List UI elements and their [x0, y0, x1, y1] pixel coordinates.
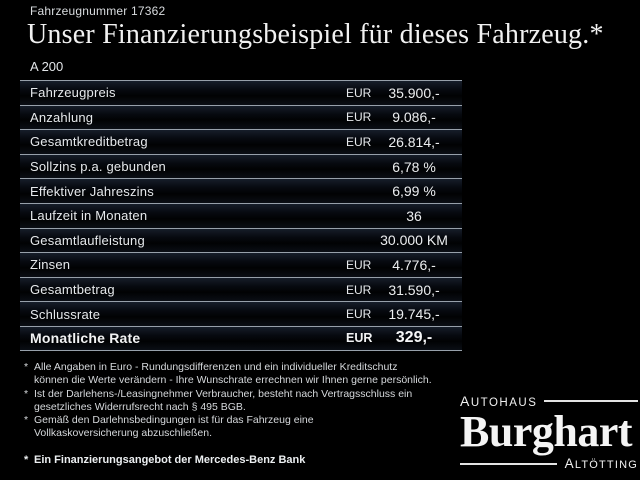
table-row-monatliche-rate: Monatliche Rate EUR 329,-: [20, 325, 462, 351]
footnote-line: können die Werte verändern - Ihre Wunsch…: [34, 374, 432, 387]
table-row-laufzeit: Laufzeit in Monaten 36: [20, 202, 462, 228]
row-value: 6,78 %: [392, 158, 436, 175]
table-row-anzahlung: Anzahlung EUR 9.086,-: [20, 104, 462, 130]
row-value: 36: [406, 207, 422, 224]
table-row-gesamtkreditbetrag: Gesamtkreditbetrag EUR 26.814,-: [20, 129, 462, 154]
logo-top-row: AUTOHAUS: [460, 393, 638, 409]
footnotes-block: * Alle Angaben in Euro - Rundungsdiffere…: [24, 361, 494, 467]
footnote-text: Alle Angaben in Euro - Rundungsdifferenz…: [34, 361, 432, 388]
vehicle-number: Fahrzeugnummer 17362: [30, 4, 166, 18]
row-value: 329,-: [395, 329, 433, 347]
row-value: 9.086,-: [392, 109, 436, 126]
footnote-marker: *: [24, 387, 29, 400]
footnote-line: Ein Finanzierungsangebot der Mercedes-Be…: [34, 453, 306, 466]
footnote-line: Ist der Darlehens-/Leasingnehmer Verbrau…: [34, 387, 413, 400]
footnote-line: gesetzliches Widerrufsrecht nach § 495 B…: [34, 400, 246, 413]
row-label: Sollzins p.a. gebunden: [30, 159, 166, 175]
row-currency: EUR: [346, 331, 373, 346]
row-value: 26.814,-: [388, 133, 440, 150]
row-label: Laufzeit in Monaten: [30, 208, 148, 224]
row-label: Gesamtbetrag: [30, 282, 115, 298]
row-currency: EUR: [346, 134, 372, 149]
footnote-text: Ein Finanzierungsangebot der Mercedes-Be…: [34, 454, 305, 467]
footnote-mercedes-benz-bank: * Ein Finanzierungsangebot der Mercedes-…: [24, 454, 494, 467]
financing-table: Fahrzeugpreis EUR 35.900,- Anzahlung EUR…: [20, 80, 462, 351]
footnote-text: Ist der Darlehens-/Leasingnehmer Verbrau…: [34, 388, 412, 415]
row-label: Zinsen: [30, 257, 71, 273]
logo-bottom-row: ALTÖTTING: [460, 456, 638, 471]
row-currency: EUR: [346, 282, 372, 297]
table-row-gesamtlaufleistung: Gesamtlaufleistung 30.000 KM: [20, 227, 462, 253]
logo-dealer-name: Burghart: [460, 407, 633, 456]
footnote-text: Gemäß den Darlehnsbedingungen ist für da…: [34, 414, 314, 441]
footnote-rounding: * Alle Angaben in Euro - Rundungsdiffere…: [24, 361, 494, 388]
footnote-marker: *: [24, 361, 29, 373]
row-label: Anzahlung: [30, 109, 94, 125]
row-value: 4.776,-: [392, 256, 436, 273]
table-row-fahrzeugpreis: Fahrzeugpreis EUR 35.900,-: [20, 80, 462, 105]
footnote-line: Alle Angaben in Euro - Rundungsdifferenz…: [34, 361, 398, 373]
table-row-schlussrate: Schlussrate EUR 19.745,-: [20, 301, 462, 326]
footnote-marker: *: [24, 453, 29, 466]
footnote-line: Vollkaskoversicherung abzuschließen.: [34, 427, 213, 440]
table-row-zinsen: Zinsen EUR 4.776,-: [20, 252, 462, 277]
row-currency: EUR: [346, 85, 372, 100]
vehicle-model: A 200: [30, 59, 64, 74]
row-label: Monatliche Rate: [30, 330, 141, 347]
row-label: Schlussrate: [30, 306, 101, 322]
logo-bottom-rule: [460, 462, 557, 465]
row-value: 31.590,-: [388, 281, 440, 298]
row-currency: EUR: [346, 110, 372, 125]
footnote-widerrufsrecht: * Ist der Darlehens-/Leasingnehmer Verbr…: [24, 388, 494, 415]
page-title: Unser Finanzierungsbeispiel für dieses F…: [27, 19, 604, 50]
row-currency: EUR: [346, 307, 372, 322]
row-label: Gesamtkreditbetrag: [30, 134, 148, 150]
table-row-effektiver-jahreszins: Effektiver Jahreszins 6,99 %: [20, 178, 462, 203]
footnote-vollkasko: * Gemäß den Darlehnsbedingungen ist für …: [24, 414, 494, 441]
row-value: 30.000 KM: [380, 232, 448, 249]
logo-city-label: ALTÖTTING: [564, 456, 638, 471]
row-label: Gesamtlaufleistung: [30, 232, 145, 248]
table-row-sollzins: Sollzins p.a. gebunden 6,78 %: [20, 153, 462, 179]
row-label: Fahrzeugpreis: [30, 85, 116, 101]
row-currency: EUR: [346, 257, 372, 272]
logo-top-rule: [544, 400, 638, 402]
row-value: 19.745,-: [388, 306, 440, 323]
row-value: 6,99 %: [392, 183, 436, 200]
row-value: 35.900,-: [388, 84, 440, 101]
footnote-line: Gemäß den Darlehnsbedingungen ist für da…: [34, 414, 314, 427]
logo-autohaus-label: AUTOHAUS: [460, 393, 538, 409]
table-row-gesamtbetrag: Gesamtbetrag EUR 31.590,-: [20, 276, 462, 302]
footnote-marker: *: [24, 414, 29, 427]
row-label: Effektiver Jahreszins: [30, 183, 154, 199]
dealer-logo: AUTOHAUS Burghart ALTÖTTING: [460, 393, 638, 471]
